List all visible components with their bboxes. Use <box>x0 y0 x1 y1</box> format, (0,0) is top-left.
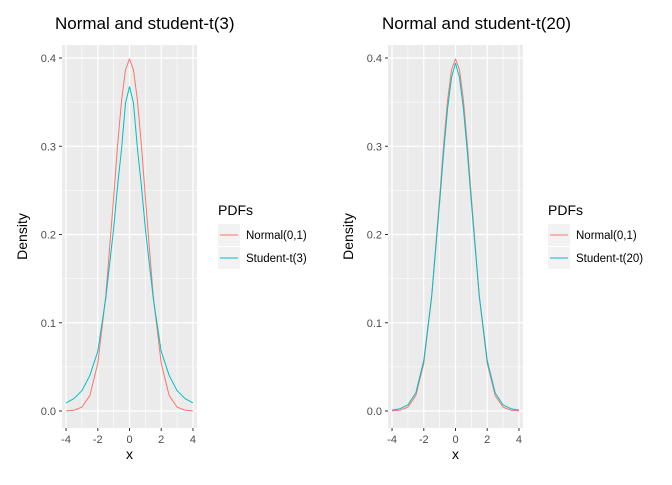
y-tick-label: 0.0 <box>367 406 382 418</box>
chart-panel-1: 0.0 0.1 0.2 0.3 0.4 -4 -2 0 2 4 x Density Normal and… <box>14 14 307 462</box>
x-tick-label: 0 <box>126 434 132 446</box>
x-tick-label: -2 <box>93 434 103 446</box>
y-axis-label: Density <box>340 213 356 260</box>
legend-label: Normal(0,1) <box>576 230 637 242</box>
legend-label: Student-t(20) <box>576 253 643 265</box>
y-tick-label: 0.0 <box>41 406 56 418</box>
x-tick-label: 4 <box>516 434 522 446</box>
chart-panel-2: 0.0 0.1 0.2 0.3 0.4 -4 -2 0 2 4 x Density Normal and… <box>340 14 643 462</box>
x-tick-label: 2 <box>484 434 490 446</box>
legend-title: PDFs <box>218 202 253 218</box>
y-tick-label: 0.1 <box>41 318 56 330</box>
y-tick-label: 0.2 <box>41 230 56 242</box>
y-tick-label: 0.2 <box>367 230 382 242</box>
x-tick-label: -2 <box>419 434 429 446</box>
x-tick-label: 4 <box>190 434 196 446</box>
chart-title: Normal and student-t(20) <box>382 14 571 33</box>
y-tick-label: 0.4 <box>367 53 382 65</box>
x-axis-label: x <box>452 446 459 462</box>
legend-label: Student-t(3) <box>246 253 307 265</box>
y-tick-label: 0.1 <box>367 318 382 330</box>
y-tick-label: 0.4 <box>41 53 56 65</box>
legend: PDFs Normal(0,1) Student-t(3) <box>218 202 307 269</box>
series-line-2 <box>391 62 520 411</box>
x-tick-label: -4 <box>387 434 397 446</box>
x-axis-label: x <box>126 446 133 462</box>
x-tick-label: -4 <box>61 434 71 446</box>
chart-title: Normal and student-t(3) <box>55 14 235 33</box>
legend-label: Normal(0,1) <box>246 230 307 242</box>
y-tick-label: 0.3 <box>367 141 382 153</box>
legend-title: PDFs <box>548 202 583 218</box>
y-axis-label: Density <box>14 213 30 260</box>
series-line-1 <box>66 58 193 412</box>
legend: PDFs Normal(0,1) Student-t(20) <box>548 202 643 269</box>
x-tick-label: 2 <box>158 434 164 446</box>
y-tick-label: 0.3 <box>41 141 56 153</box>
series-line-1 <box>392 58 519 412</box>
x-tick-label: 0 <box>452 434 458 446</box>
series-line-2 <box>65 86 194 404</box>
